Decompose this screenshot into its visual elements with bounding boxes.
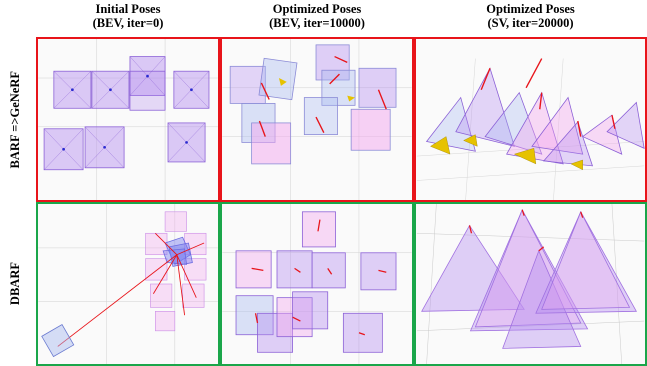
camera-frustum-group (425, 67, 645, 167)
panel-barf-initial (36, 37, 220, 202)
panel-dbarf-bev-optimized (220, 202, 414, 366)
camera-frustum-group (421, 208, 638, 349)
column-title-sv-optimized: Optimized Poses (SV, iter=20000) (486, 2, 575, 30)
pose-error-lines (251, 219, 387, 336)
dbarf-initial-camera-plot (38, 204, 218, 364)
panel-dbarf-initial (36, 202, 220, 366)
camera-frustum-group (235, 211, 397, 353)
pose-error-lines (57, 232, 205, 347)
barf-bev-camera-plot (222, 39, 412, 200)
dbarf-sv-camera-plot (416, 204, 645, 364)
dbarf-bev-camera-plot (222, 204, 412, 364)
column-title-bev-optimized: Optimized Poses (BEV, iter=10000) (269, 2, 365, 30)
panel-dbarf-sv-optimized (414, 202, 647, 366)
barf-initial-camera-plot (38, 39, 218, 200)
camera-frustum-group (145, 211, 207, 332)
pose-error-lines (480, 58, 616, 137)
pose-error-lines (258, 55, 387, 137)
column-title-initial: Initial Poses (BEV, iter=0) (92, 2, 164, 30)
row-label-barf: BARF =>GeNeRF (7, 70, 22, 169)
pose-error-lines (468, 209, 584, 252)
panel-barf-bev-optimized (220, 37, 414, 202)
row-label-dbarf: DBARF (7, 262, 22, 306)
barf-sv-camera-plot (416, 58, 645, 200)
camera-frustum-group (229, 44, 397, 165)
panel-barf-sv-optimized (414, 37, 647, 202)
